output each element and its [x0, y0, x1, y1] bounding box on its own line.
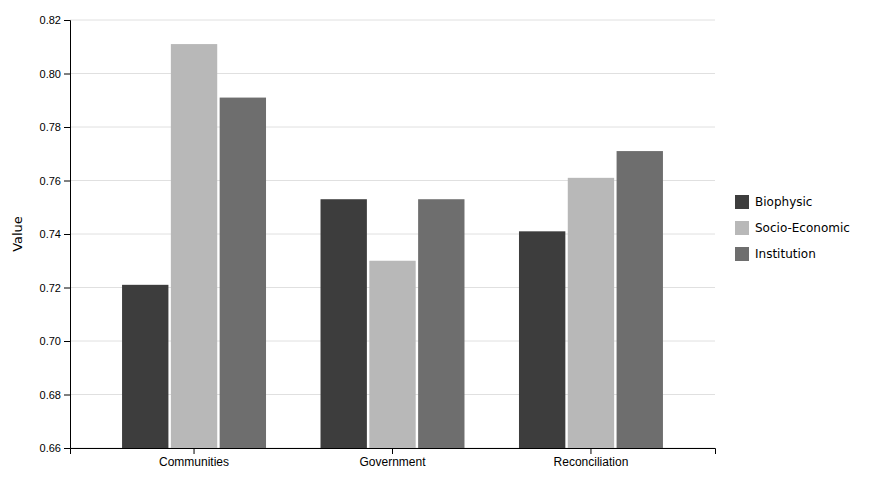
y-tick: 0.82: [40, 14, 70, 26]
y-tick-label: 0.78: [40, 121, 61, 133]
legend-label: Socio-Economic: [755, 221, 850, 235]
x-tick-mark: [590, 448, 591, 454]
legend-item: Institution: [735, 247, 816, 262]
legend-item: Socio-Economic: [735, 221, 850, 236]
y-tick-mark: [64, 341, 70, 342]
x-axis: Communities Government Reconciliation: [71, 448, 716, 469]
y-tick-label: 0.66: [40, 442, 61, 454]
y-tick: 0.68: [40, 389, 70, 401]
y-tick-label: 0.68: [40, 389, 61, 401]
legend: Biophysic Socio-Economic Institution: [735, 195, 850, 262]
legend-item: Biophysic: [735, 195, 812, 210]
chart: 0.66 0.68 0.70 0.72 0.74 0.76 0.78 0.80 0.82 Comm…: [0, 0, 875, 493]
x-axis-line: [71, 449, 716, 455]
grid-line: [70, 127, 715, 128]
y-tick-label: 0.70: [40, 335, 61, 347]
y-tick: 0.74: [40, 228, 70, 240]
bar: [369, 261, 415, 448]
y-tick-mark: [64, 74, 70, 75]
y-tick: 0.72: [40, 282, 70, 294]
bar: [321, 199, 367, 448]
y-tick-mark: [64, 181, 70, 182]
grid: [70, 20, 715, 448]
y-tick-label: 0.74: [40, 228, 61, 240]
y-tick: 0.66: [40, 442, 70, 454]
x-tick-mark: [392, 448, 393, 454]
plot: 0.66 0.68 0.70 0.72 0.74 0.76 0.78 0.80 0.82 Comm…: [40, 14, 716, 469]
grid-line: [70, 73, 715, 74]
y-tick-mark: [64, 448, 70, 449]
legend-swatch: [735, 195, 749, 209]
y-tick-mark: [64, 288, 70, 289]
y-tick-label: 0.72: [40, 282, 61, 294]
x-tick-label: Reconciliation: [554, 455, 629, 469]
bar: [568, 178, 614, 448]
y-axis-line: [64, 21, 71, 449]
bar: [171, 44, 217, 448]
y-tick: 0.80: [40, 68, 70, 80]
bar: [519, 231, 565, 448]
x-tick: Reconciliation: [554, 448, 629, 469]
bar-series: [171, 44, 614, 448]
legend-swatch: [735, 247, 749, 261]
legend-label: Biophysic: [755, 195, 812, 209]
y-tick-label: 0.76: [40, 175, 61, 187]
x-tick-mark: [194, 448, 195, 454]
y-tick-mark: [64, 127, 70, 128]
bar: [617, 151, 663, 448]
bar: [122, 285, 168, 448]
y-tick: 0.78: [40, 121, 70, 133]
y-tick-label: 0.82: [40, 14, 61, 26]
x-tick: Communities: [159, 448, 229, 469]
y-tick-mark: [64, 395, 70, 396]
y-axis: 0.66 0.68 0.70 0.72 0.74 0.76 0.78 0.80 0.82: [40, 14, 71, 454]
bar: [418, 199, 464, 448]
y-axis-title: Value: [10, 216, 25, 252]
bars: [122, 44, 663, 448]
x-tick-label: Communities: [159, 455, 229, 469]
legend-label: Institution: [755, 247, 816, 261]
bar-series: [220, 98, 663, 448]
x-tick: Government: [359, 448, 426, 469]
y-tick: 0.70: [40, 335, 70, 347]
grid-line: [70, 20, 715, 21]
bar: [220, 98, 266, 448]
y-tick-mark: [64, 234, 70, 235]
y-tick-mark: [64, 20, 70, 21]
y-tick: 0.76: [40, 175, 70, 187]
y-tick-label: 0.80: [40, 68, 61, 80]
x-tick-label: Government: [359, 455, 426, 469]
legend-swatch: [735, 221, 749, 235]
